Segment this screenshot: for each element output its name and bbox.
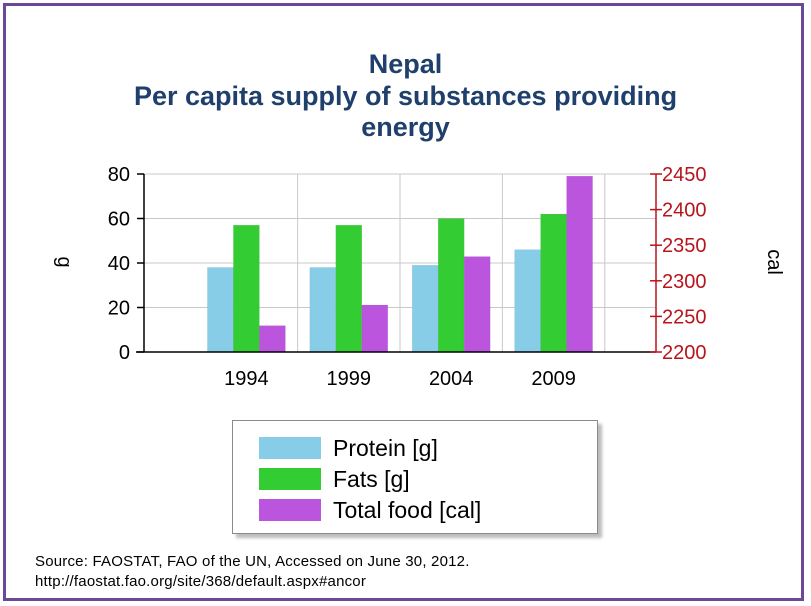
legend-swatch-fats (259, 468, 321, 490)
right-tick-label: 2450 (662, 164, 707, 186)
right-tick-label: 2400 (662, 200, 707, 222)
left-tick-label: 80 (108, 164, 130, 186)
chart-title-line-1: Nepal (368, 49, 443, 79)
x-tick-label: 1994 (224, 368, 269, 390)
right-tick-label: 2250 (662, 306, 707, 328)
bar-fats-2009 (540, 213, 567, 353)
left-tick-label: 40 (108, 253, 130, 275)
bar-fats-1999 (335, 224, 363, 353)
bar-fats-1994 (233, 224, 260, 353)
legend-label-fats: Fats [g] (333, 465, 410, 492)
legend-item-total-food: Total food [cal] (259, 495, 481, 525)
bar-total-2004 (463, 256, 491, 353)
x-tick-label: 2009 (531, 368, 576, 390)
bar-protein-1994 (207, 267, 234, 353)
left-tick-label: 20 (108, 298, 130, 320)
axes (136, 173, 662, 353)
left-tick-label: 0 (119, 342, 130, 364)
tick-labels: 0 20 40 60 80 2200 2250 2300 2350 2400 2450 1994 199… (108, 164, 707, 390)
x-tick-label: 2004 (429, 368, 474, 390)
right-tick-label: 2200 (662, 342, 707, 364)
bar-total-2009 (566, 175, 593, 353)
bar-fats-2004 (437, 218, 465, 353)
left-tick-label: 60 (108, 209, 130, 231)
legend-label-total-food: Total food [cal] (333, 496, 482, 523)
right-axis-title: cal (763, 249, 785, 275)
bar-protein-2009 (514, 249, 541, 353)
legend-swatch-total-food (259, 499, 321, 521)
bar-total-1999 (361, 304, 389, 353)
source-line-2: http://faostat.fao.org/site/368/default.… (35, 573, 367, 590)
chart-title-line-3: energy (361, 112, 450, 142)
legend-label-protein: Protein [g] (333, 434, 438, 461)
right-tick-label: 2350 (662, 235, 707, 257)
legend-swatch-protein (259, 437, 321, 459)
legend-item-protein: Protein [g] (259, 433, 438, 463)
legend: Protein [g] Fats [g] Total food [cal] (232, 420, 598, 534)
right-tick-label: 2300 (662, 271, 707, 293)
bar-protein-1999 (309, 267, 337, 353)
x-tick-label: 1999 (327, 368, 372, 390)
chart-title-line-2: Per capita supply of substances providin… (133, 81, 678, 111)
source-line-1: Source: FAOSTAT, FAO of the UN, Accessed… (35, 553, 470, 570)
left-axis-title: g (53, 256, 75, 267)
bars (207, 175, 593, 353)
bar-total-1994 (259, 325, 286, 353)
bar-protein-2004 (411, 264, 439, 353)
legend-item-fats: Fats [g] (259, 464, 410, 494)
